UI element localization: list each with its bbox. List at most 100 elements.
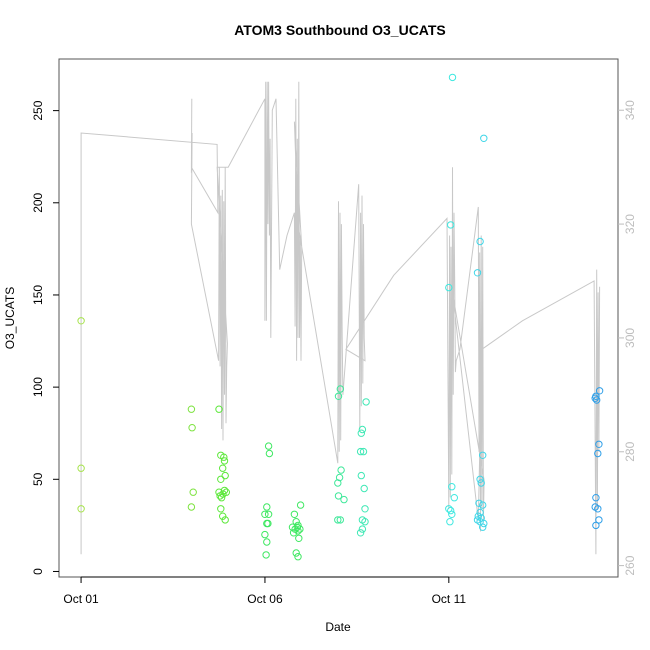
data-point bbox=[217, 475, 225, 483]
data-point bbox=[262, 551, 270, 559]
y2-tick-label: 260 bbox=[623, 555, 637, 575]
data-point bbox=[594, 505, 602, 513]
data-point bbox=[592, 521, 600, 530]
data-point bbox=[473, 269, 482, 277]
y2-tick-label: 320 bbox=[623, 214, 637, 234]
x-tick-label: Oct 06 bbox=[247, 592, 283, 606]
data-point bbox=[448, 73, 457, 82]
data-point bbox=[357, 429, 365, 437]
data-point bbox=[77, 505, 85, 513]
data-point bbox=[295, 534, 303, 542]
data-point bbox=[263, 503, 271, 511]
data-point bbox=[356, 529, 365, 537]
x-tick-label: Oct 11 bbox=[432, 592, 467, 606]
y-axis-label: O3_UCATS bbox=[3, 287, 17, 349]
data-point bbox=[448, 510, 456, 518]
chart-title: ATOM3 Southbound O3_UCATS bbox=[234, 22, 446, 38]
data-point bbox=[263, 538, 271, 546]
data-point bbox=[217, 505, 225, 513]
data-point bbox=[189, 488, 197, 496]
data-point bbox=[292, 518, 300, 526]
data-point bbox=[446, 518, 454, 526]
data-point bbox=[261, 510, 269, 518]
y-tick-label: 200 bbox=[31, 192, 45, 212]
data-point bbox=[294, 527, 302, 535]
data-point bbox=[289, 529, 298, 537]
data-point bbox=[361, 518, 369, 526]
data-point bbox=[445, 505, 453, 513]
data-point bbox=[476, 475, 484, 483]
data-point bbox=[296, 525, 304, 533]
data-point bbox=[480, 134, 488, 143]
data-point bbox=[358, 525, 367, 533]
data-point bbox=[358, 425, 367, 434]
data-point bbox=[447, 221, 455, 229]
data-point bbox=[334, 492, 343, 500]
data-point bbox=[445, 283, 453, 292]
y-tick-label: 50 bbox=[31, 472, 45, 486]
data-point bbox=[77, 464, 85, 472]
data-point bbox=[219, 464, 227, 472]
data-point bbox=[362, 398, 370, 406]
data-point bbox=[261, 530, 269, 539]
data-point bbox=[264, 442, 273, 450]
data-point bbox=[334, 516, 342, 524]
data-point bbox=[221, 516, 229, 524]
data-point bbox=[265, 449, 274, 458]
data-point bbox=[220, 453, 228, 461]
data-point bbox=[215, 405, 223, 413]
data-point bbox=[448, 483, 456, 491]
data-point bbox=[594, 449, 602, 458]
data-point bbox=[476, 508, 484, 517]
y-tick-label: 250 bbox=[31, 100, 45, 120]
data-point bbox=[222, 488, 231, 496]
data-point bbox=[447, 506, 455, 515]
data-point bbox=[220, 486, 229, 495]
data-point bbox=[219, 512, 227, 520]
data-point bbox=[360, 484, 368, 493]
x-axis-label: Date bbox=[325, 620, 351, 634]
data-point bbox=[592, 494, 600, 502]
data-point bbox=[187, 405, 196, 413]
data-point bbox=[340, 495, 348, 504]
data-point bbox=[336, 385, 344, 393]
data-point bbox=[187, 503, 196, 511]
secondary-series-line bbox=[80, 81, 601, 555]
data-point bbox=[591, 394, 599, 402]
data-point bbox=[217, 494, 226, 502]
data-point bbox=[264, 510, 273, 518]
data-point bbox=[357, 471, 365, 480]
x-tick-label: Oct 01 bbox=[63, 592, 99, 606]
data-point bbox=[264, 519, 272, 528]
y-tick-label: 100 bbox=[31, 377, 45, 397]
data-point bbox=[290, 510, 299, 518]
data-point bbox=[359, 447, 368, 456]
data-point bbox=[595, 387, 604, 395]
y2-tick-label: 340 bbox=[623, 100, 637, 120]
data-point bbox=[593, 396, 601, 404]
data-point bbox=[334, 392, 343, 400]
data-point bbox=[479, 451, 487, 459]
data-point bbox=[292, 549, 300, 557]
data-point bbox=[336, 516, 344, 524]
data-point bbox=[475, 499, 483, 507]
data-point bbox=[595, 516, 603, 524]
y2-tick-label: 280 bbox=[623, 441, 637, 461]
y-tick-label: 150 bbox=[31, 285, 45, 305]
data-point bbox=[296, 501, 305, 509]
data-point bbox=[477, 479, 485, 487]
plot-area: 0 50 100 150 200 250 260 280 300 320 340 Oct 01 Oct … bbox=[31, 58, 637, 606]
data-point bbox=[294, 553, 302, 561]
data-point bbox=[476, 237, 484, 246]
data-point bbox=[595, 440, 603, 448]
data-point bbox=[479, 523, 487, 531]
data-point bbox=[356, 447, 365, 456]
data-point bbox=[480, 519, 488, 528]
data-point bbox=[220, 457, 229, 465]
data-point bbox=[361, 505, 369, 513]
data-point bbox=[334, 479, 342, 487]
data-point bbox=[450, 494, 458, 502]
data-point bbox=[479, 501, 487, 509]
data-point bbox=[77, 317, 85, 325]
